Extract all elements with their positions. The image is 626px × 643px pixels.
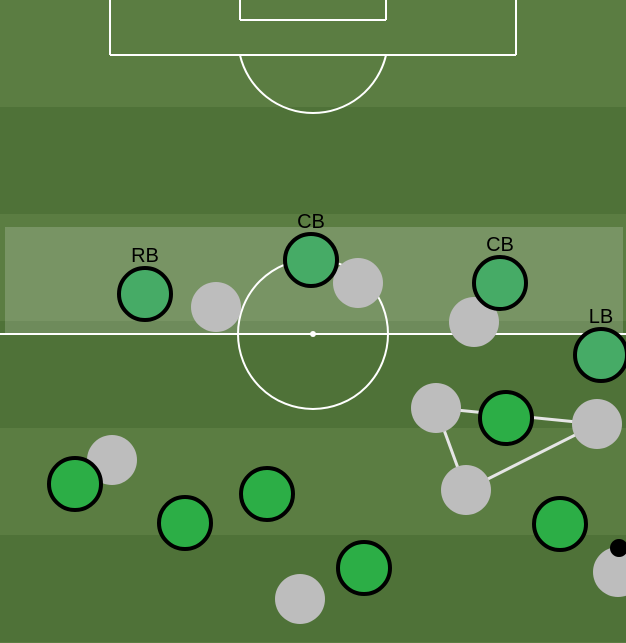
position-label-lb: LB — [589, 306, 613, 329]
pitch-stripe — [0, 107, 626, 214]
opponent-player — [275, 574, 325, 624]
team-player — [157, 495, 213, 551]
opponent-player — [411, 383, 461, 433]
opponent-player — [191, 282, 241, 332]
team-player-cb — [472, 255, 528, 311]
team-player — [336, 540, 392, 596]
tactics-pitch: RB CB CB LB — [0, 0, 626, 643]
ball-marker — [610, 539, 626, 557]
opponent-player — [441, 465, 491, 515]
position-label-cb: CB — [297, 211, 325, 234]
team-player — [478, 390, 534, 446]
team-player-rb — [117, 266, 173, 322]
opponent-player — [572, 399, 622, 449]
pitch-stripe — [0, 0, 626, 107]
position-label-cb: CB — [486, 234, 514, 257]
team-player — [532, 496, 588, 552]
team-player — [47, 456, 103, 512]
opponent-player — [333, 258, 383, 308]
team-player — [239, 466, 295, 522]
team-player-lb — [573, 327, 626, 383]
team-player-cb — [283, 232, 339, 288]
position-label-rb: RB — [131, 245, 159, 268]
